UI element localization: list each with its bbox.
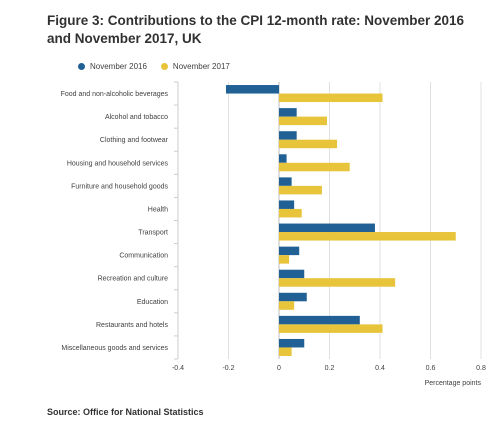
x-tick-label: -0.4 [172, 365, 184, 372]
category-label: Health [148, 206, 168, 213]
bar-nov2016 [279, 108, 297, 117]
bar-nov2016 [279, 246, 300, 256]
bar-nov2017 [279, 255, 290, 264]
legend-item-nov2016: November 2016 [78, 62, 147, 71]
category-label: Alcohol and tobacco [105, 114, 168, 121]
category-label: Clothing and footwear [100, 137, 169, 144]
bar-nov2017 [279, 162, 350, 172]
category-label: Restaurants and hotels [96, 322, 168, 329]
category-label: Communication [119, 253, 168, 260]
bar-nov2017 [279, 278, 396, 287]
source-note: Source: Office for National Statistics [47, 407, 204, 417]
bar-nov2016 [279, 200, 295, 209]
category-label: Furniture and household goods [71, 183, 168, 190]
bar-nov2017 [279, 232, 456, 241]
bar-nov2016 [279, 338, 305, 348]
x-tick-label: -0.2 [222, 365, 234, 372]
bar-nov2016 [279, 315, 360, 325]
bar-nov2016 [279, 154, 287, 163]
legend-swatch-nov2016 [78, 63, 85, 70]
bar-nov2016 [279, 177, 292, 186]
bar-nov2017 [279, 93, 383, 103]
category-label: Education [137, 299, 168, 306]
category-label: Housing and household services [67, 160, 169, 167]
legend-label-nov2017: November 2017 [172, 62, 230, 71]
category-label: Transport [138, 230, 168, 237]
x-tick-label: 0.4 [375, 365, 385, 372]
bar-nov2016 [279, 223, 375, 233]
category-label: Recreation and culture [98, 276, 169, 283]
bar-nov2017 [279, 139, 338, 149]
bar-nov2017 [279, 208, 302, 218]
bar-nov2016 [279, 292, 307, 302]
bar-nov2017 [279, 324, 383, 333]
chart-legend: November 2016 November 2017 [78, 62, 230, 71]
x-tick-label: 0.8 [476, 365, 486, 372]
bar-nov2017 [279, 185, 322, 195]
x-tick-label: 0.2 [325, 365, 335, 372]
bar-nov2016 [279, 269, 305, 279]
bar-nov2017 [279, 347, 292, 356]
x-axis-label: Percentage points [425, 380, 482, 387]
x-tick-label: 0 [277, 365, 281, 372]
x-tick-label: 0.6 [426, 365, 436, 372]
legend-swatch-nov2017 [160, 63, 168, 70]
bar-nov2016 [225, 85, 279, 94]
legend-item-nov2017: November 2017 [160, 62, 230, 71]
bar-nov2016 [279, 131, 297, 140]
bar-nov2017 [279, 116, 327, 126]
chart-title: Figure 3: Contributions to the CPI 12-mo… [47, 13, 465, 46]
legend-label-nov2016: November 2016 [90, 62, 147, 71]
category-label: Food and non-alcoholic beverages [61, 91, 169, 98]
bar-nov2017 [279, 301, 295, 310]
category-label: Miscellaneous goods and services [61, 345, 168, 352]
